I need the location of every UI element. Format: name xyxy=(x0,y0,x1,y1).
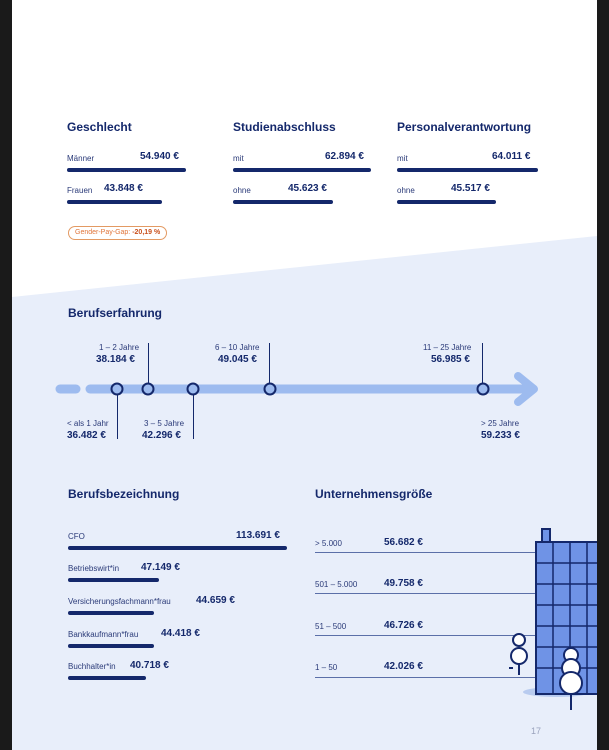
leadership-bar-with xyxy=(397,168,538,172)
report-page: Geschlecht Männer 54.940 € Frauen 43.848… xyxy=(12,0,597,750)
size-row-label: 501 – 5.000 xyxy=(315,580,358,589)
building-chimney xyxy=(541,528,551,544)
company-size-title: Unternehmensgröße xyxy=(315,487,433,501)
page-number: 17 xyxy=(531,726,542,736)
degree-row-value: 62.894 € xyxy=(325,151,364,162)
timeline-stop-value: 36.482 € xyxy=(67,430,106,441)
job-row-label: Versicherungsfachmann*frau xyxy=(68,597,171,606)
timeline-stop-label: 6 – 10 Jahre xyxy=(215,343,260,352)
degree-row-label: mit xyxy=(233,154,244,163)
timeline-stop-label: < als 1 Jahr xyxy=(67,419,109,428)
timeline-marker xyxy=(186,382,200,396)
timeline-arrow-head xyxy=(514,372,538,406)
timeline-tick xyxy=(117,395,118,439)
gap-value: -20,19 % xyxy=(132,229,161,236)
job-bar-betriebswirt xyxy=(68,578,159,582)
size-row-label: > 5.000 xyxy=(315,539,342,548)
experience-timeline xyxy=(55,372,538,406)
gender-pay-gap-badge: Gender-Pay-Gap: -20,19 % xyxy=(68,226,168,240)
timeline-stop-value: 56.985 € xyxy=(431,354,470,365)
size-row-line xyxy=(315,635,541,636)
tree-small-icon xyxy=(509,633,528,675)
timeline-stop-label: 3 – 5 Jahre xyxy=(144,419,185,428)
size-row-line xyxy=(315,593,541,594)
timeline-stop-label: > 25 Jahre xyxy=(481,419,520,428)
degree-bar-without xyxy=(233,200,333,204)
job-row-label: Bankkaufmann*frau xyxy=(68,630,139,639)
degree-row-label: ohne xyxy=(233,186,251,195)
leadership-bar-without xyxy=(397,200,496,204)
size-row-label: 51 – 500 xyxy=(315,622,347,631)
timeline-marker xyxy=(476,382,490,396)
gender-row-label: Männer xyxy=(67,154,95,163)
timeline-stop-label: 1 – 2 Jahre xyxy=(99,343,140,352)
degree-title: Studienabschluss xyxy=(233,120,336,134)
leadership-row-label: ohne xyxy=(397,186,415,195)
gender-row-value: 54.940 € xyxy=(140,151,179,162)
gender-bar-men xyxy=(67,168,186,172)
timeline-stop-value: 49.045 € xyxy=(218,354,257,365)
size-row-label: 1 – 50 xyxy=(315,663,338,672)
gender-title: Geschlecht xyxy=(67,120,132,134)
tree-large-icon xyxy=(559,647,583,710)
job-bar-cfo xyxy=(68,546,287,550)
job-bar-buchhalter xyxy=(68,676,146,680)
office-building-illustration xyxy=(509,528,597,710)
timeline-marker xyxy=(263,382,277,396)
job-row-value: 40.718 € xyxy=(130,660,169,671)
job-row-value: 44.418 € xyxy=(161,628,200,639)
timeline-stop-value: 59.233 € xyxy=(481,430,520,441)
size-row-line xyxy=(315,552,541,553)
jobs-title: Berufsbezeichnung xyxy=(68,487,180,501)
light-blue-background xyxy=(12,236,597,750)
timeline-tick xyxy=(193,395,194,439)
timeline-marker xyxy=(110,382,124,396)
leadership-title: Personalverantwortung xyxy=(397,120,532,134)
job-row-label: Betriebswirt*in xyxy=(68,564,120,573)
timeline-stop-label: 11 – 25 Jahre xyxy=(423,343,472,352)
experience-title: Berufserfahrung xyxy=(68,306,163,320)
size-row-value: 46.726 € xyxy=(384,620,423,631)
timeline-tick xyxy=(148,343,149,383)
job-row-label: Buchhalter*in xyxy=(68,662,116,671)
timeline-stop-value: 38.184 € xyxy=(96,354,135,365)
timeline-marker xyxy=(141,382,155,396)
gender-row-value: 43.848 € xyxy=(104,183,143,194)
job-row-value: 44.659 € xyxy=(196,595,235,606)
job-row-value: 47.149 € xyxy=(141,562,180,573)
job-bar-versicherung xyxy=(68,611,154,615)
size-row-line xyxy=(315,677,541,678)
timeline-tick xyxy=(269,343,270,383)
gender-row-label: Frauen xyxy=(67,186,93,195)
degree-row-value: 45.623 € xyxy=(288,183,327,194)
leadership-row-value: 45.517 € xyxy=(451,183,490,194)
job-bar-bankkaufmann xyxy=(68,644,154,648)
size-row-value: 49.758 € xyxy=(384,578,423,589)
size-row-value: 56.682 € xyxy=(384,537,423,548)
degree-bar-with xyxy=(233,168,371,172)
timeline-tick xyxy=(482,343,483,383)
leadership-row-label: mit xyxy=(397,154,408,163)
gender-bar-women xyxy=(67,200,162,204)
gap-label: Gender-Pay-Gap: xyxy=(75,229,131,236)
job-row-label: CFO xyxy=(68,532,85,541)
timeline-stop-value: 42.296 € xyxy=(142,430,181,441)
size-row-value: 42.026 € xyxy=(384,661,423,672)
job-row-value: 113.691 € xyxy=(236,530,280,541)
leadership-row-value: 64.011 € xyxy=(492,151,531,162)
